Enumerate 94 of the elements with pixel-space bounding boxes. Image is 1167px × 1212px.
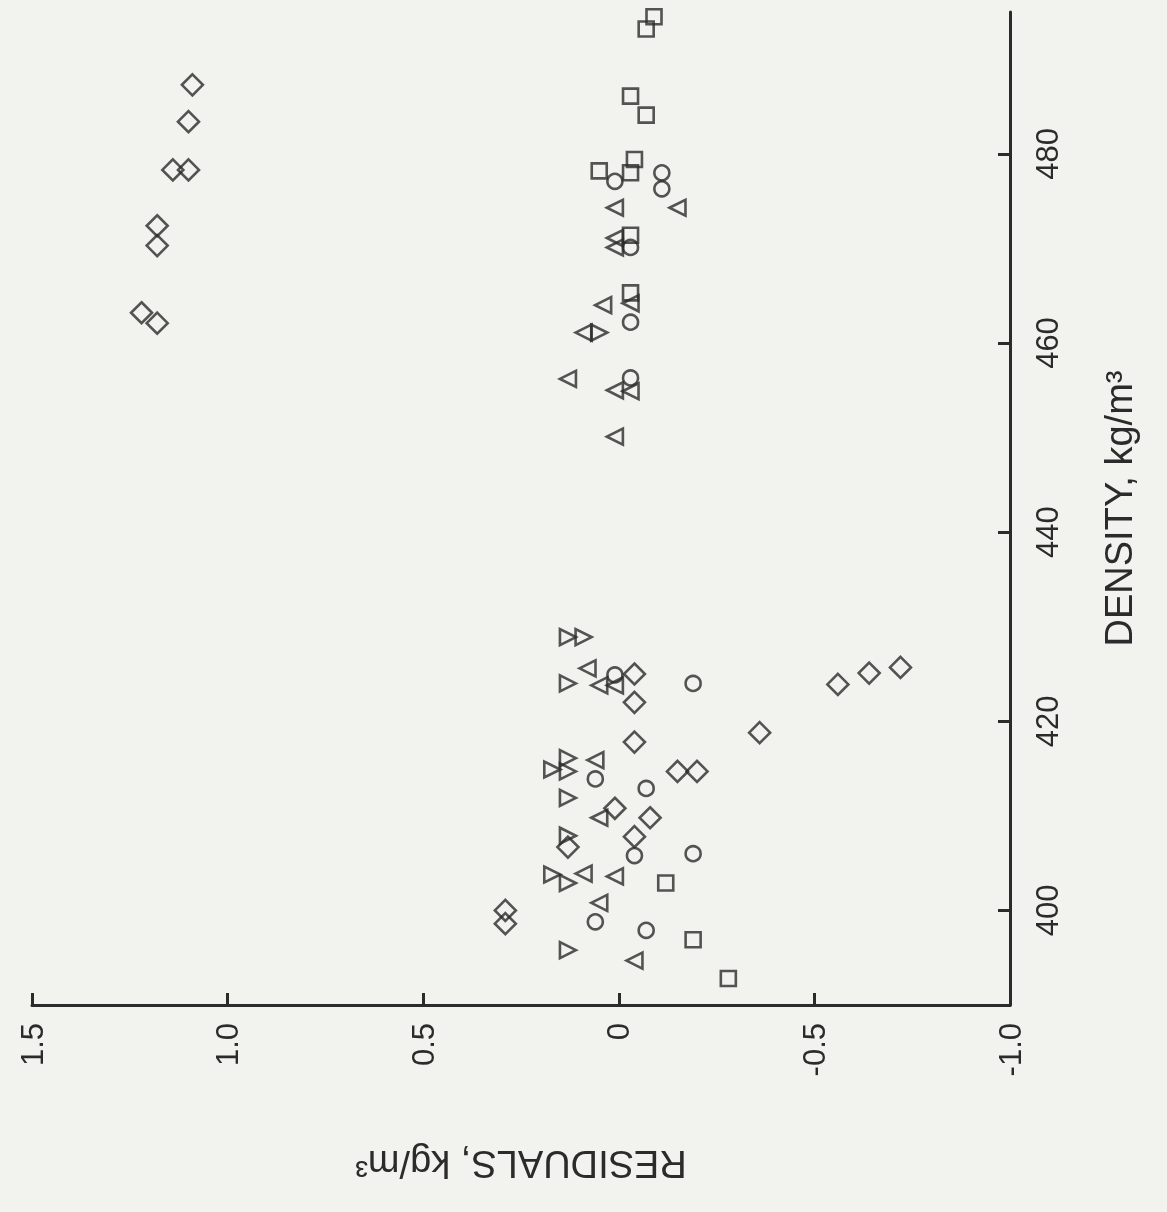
point	[176, 158, 201, 182]
point	[685, 759, 709, 784]
point	[888, 655, 913, 680]
x-tick-label: 0.5	[405, 1023, 441, 1067]
point	[574, 864, 593, 883]
point	[558, 627, 578, 647]
point	[637, 106, 655, 124]
point	[622, 690, 647, 715]
point	[665, 759, 690, 784]
point	[637, 921, 655, 940]
point	[589, 676, 609, 695]
point	[747, 720, 772, 745]
point	[605, 198, 625, 218]
point	[129, 300, 154, 325]
point	[543, 760, 562, 779]
point	[558, 788, 578, 808]
point	[590, 162, 609, 180]
y-tick-label: 440	[1030, 506, 1065, 559]
point	[543, 865, 562, 884]
point	[638, 805, 662, 830]
point	[586, 912, 605, 931]
point	[622, 824, 647, 849]
point	[605, 676, 625, 695]
point	[589, 323, 609, 342]
point	[684, 674, 702, 693]
point	[625, 951, 644, 970]
point	[589, 808, 609, 828]
point	[180, 73, 205, 97]
point	[621, 313, 640, 331]
point	[145, 311, 169, 335]
point	[161, 158, 185, 182]
x-tick-label: 0	[601, 1023, 637, 1041]
point	[493, 911, 518, 936]
point	[653, 163, 671, 182]
point	[145, 213, 169, 238]
y-tick-label: 420	[1030, 695, 1065, 748]
x-tick-label: -1.0	[992, 1023, 1028, 1077]
point	[606, 666, 624, 684]
point	[606, 172, 624, 191]
point	[668, 198, 687, 218]
point	[621, 163, 640, 182]
point	[558, 940, 578, 960]
point	[684, 844, 702, 863]
point	[558, 762, 578, 781]
point	[857, 661, 881, 685]
point	[145, 233, 169, 258]
point	[625, 846, 644, 865]
point	[605, 238, 625, 257]
point	[621, 381, 640, 401]
point	[621, 238, 640, 257]
point	[621, 369, 640, 387]
point	[603, 796, 627, 821]
point	[558, 873, 578, 893]
point	[621, 87, 640, 105]
x-tick-label: 1.5	[14, 1023, 50, 1067]
point	[621, 284, 640, 302]
point	[645, 7, 663, 26]
point	[558, 748, 578, 768]
point	[605, 427, 625, 446]
point	[621, 293, 640, 313]
y-tick-label: 480	[1030, 127, 1065, 180]
point	[605, 867, 625, 886]
point	[684, 930, 702, 949]
point	[826, 672, 850, 697]
x-tick-label: -0.5	[796, 1023, 832, 1077]
point	[493, 898, 518, 923]
point	[586, 750, 605, 770]
point	[625, 150, 644, 169]
point	[586, 770, 605, 788]
point	[637, 20, 655, 38]
point	[558, 369, 578, 389]
y-tick-label: 460	[1030, 317, 1065, 369]
point	[622, 662, 647, 686]
point	[574, 627, 593, 647]
point	[656, 874, 675, 892]
point	[578, 659, 597, 678]
point	[653, 180, 671, 198]
point	[621, 226, 640, 244]
x-tick-label: 1.0	[210, 1023, 246, 1067]
point	[589, 893, 609, 913]
point	[593, 295, 613, 315]
y-tick-label: 400	[1030, 884, 1065, 937]
point	[558, 826, 578, 846]
point	[605, 380, 625, 400]
point	[558, 674, 578, 693]
x-axis-title: RESIDUALS, kg/m³	[355, 1143, 687, 1185]
point	[574, 323, 593, 342]
point	[556, 835, 580, 859]
point	[637, 779, 655, 798]
y-axis-title: DENSITY, kg/m³	[1098, 370, 1140, 647]
point	[622, 730, 647, 754]
point	[719, 969, 738, 988]
point	[605, 228, 625, 248]
point	[176, 109, 201, 134]
